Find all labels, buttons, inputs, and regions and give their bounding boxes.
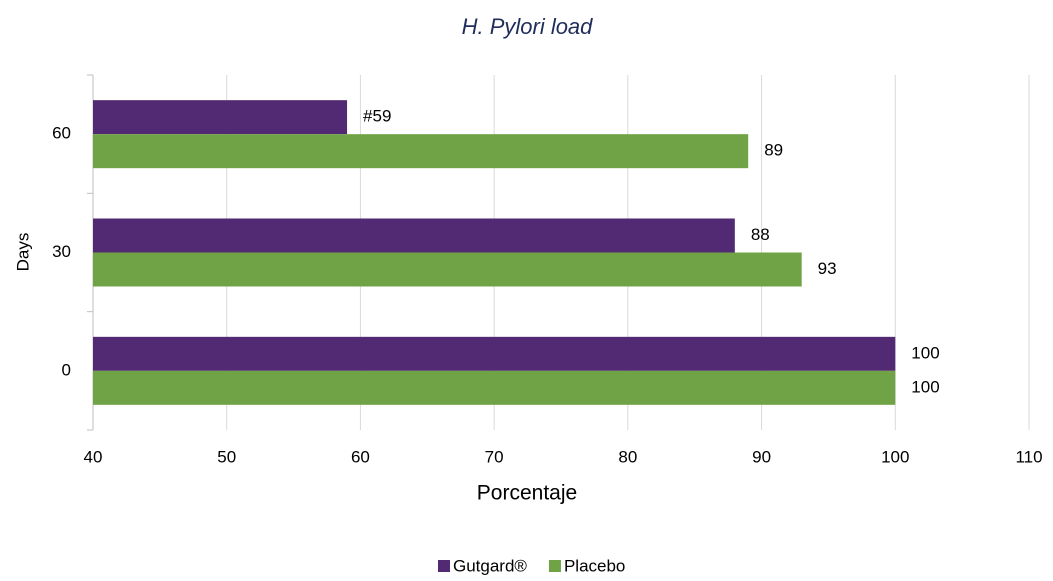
legend-swatch: [438, 560, 450, 572]
y-tick-label: 0: [62, 360, 71, 379]
data-label: 89: [764, 141, 783, 160]
bar: [93, 134, 749, 169]
x-tick-label: 100: [881, 447, 909, 466]
x-tick-label: 70: [485, 447, 504, 466]
y-tick-label: 30: [52, 242, 71, 261]
data-label: 100: [911, 377, 939, 396]
data-label: 93: [818, 259, 837, 278]
legend-swatch: [548, 560, 561, 572]
x-axis-label: Porcentaje: [477, 482, 577, 505]
bar: [93, 100, 348, 135]
x-tick-label: 40: [84, 447, 103, 466]
bar: [93, 218, 735, 253]
data-label: 100: [911, 343, 939, 362]
x-tick-label: 60: [351, 447, 370, 466]
x-tick-label: 90: [752, 447, 771, 466]
legend-label: Placebo: [564, 556, 625, 575]
bar: [93, 370, 896, 405]
x-tick-label: 110: [1015, 447, 1042, 466]
x-tick-label: 50: [217, 447, 236, 466]
y-axis-label: Days: [13, 233, 32, 272]
x-tick-label: 80: [618, 447, 637, 466]
y-tick-label: 60: [52, 124, 71, 143]
data-label: 88: [751, 225, 770, 244]
bar: [93, 252, 802, 287]
bar: [93, 336, 896, 371]
legend-label: Gutgard®: [453, 556, 527, 575]
data-label: #59: [363, 107, 391, 126]
chart-title: H. Pylori load: [462, 14, 594, 39]
